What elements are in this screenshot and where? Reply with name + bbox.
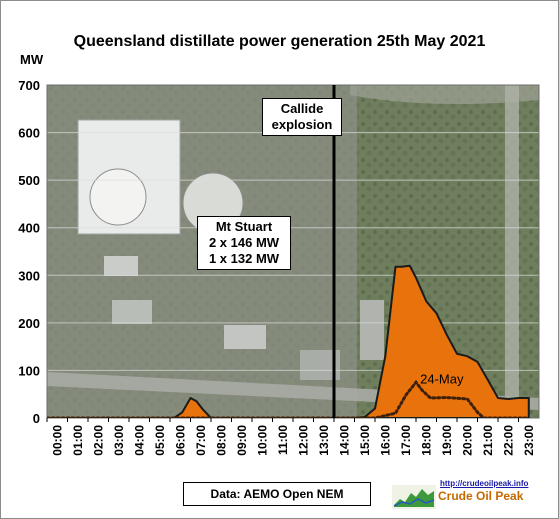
x-tick-label: 18:00	[419, 425, 433, 456]
x-tick-label: 12:00	[296, 425, 310, 456]
y-tick-label: 700	[18, 78, 40, 93]
x-tick-label: 10:00	[255, 425, 269, 456]
x-tick-label: 02:00	[91, 425, 105, 456]
x-tick-label: 05:00	[153, 425, 167, 456]
logo-url: http://crudeoilpeak.info	[440, 479, 529, 488]
annotation-mt-stuart-line-1: Mt Stuart	[215, 219, 273, 234]
series-label-24-may: 24-May	[420, 372, 464, 387]
x-tick-label: 08:00	[214, 425, 228, 456]
x-tick-label: 16:00	[378, 425, 392, 456]
x-tick-label: 13:00	[317, 425, 331, 456]
x-tick-label: 09:00	[235, 425, 249, 456]
bg-building-2	[112, 300, 152, 324]
annotation-callide-line-1: Callide	[280, 101, 324, 116]
annotation-callide-line-2: explosion	[271, 117, 333, 132]
y-tick-label: 100	[18, 363, 40, 378]
annotation-mt-stuart: Mt Stuart 2 x 146 MW 1 x 132 MW	[197, 216, 291, 270]
bg-tank-1	[89, 168, 147, 226]
x-tick-label: 15:00	[358, 425, 372, 456]
x-tick-label: 01:00	[71, 425, 85, 456]
bg-building-5	[360, 300, 384, 360]
bg-building-3	[224, 325, 266, 349]
y-tick-label: 0	[33, 411, 40, 426]
x-tick-label: 11:00	[276, 425, 290, 455]
y-tick-label: 400	[18, 221, 40, 236]
x-tick-label: 23:00	[522, 425, 536, 456]
x-tick-label: 00:00	[50, 425, 64, 456]
y-tick-label: 500	[18, 173, 40, 188]
bg-street	[505, 85, 519, 418]
data-source-label: Data: AEMO Open NEM	[183, 482, 371, 506]
x-tick-label: 22:00	[501, 425, 515, 456]
annotation-callide: Callide explosion	[262, 98, 342, 136]
y-axis-unit: MW	[20, 52, 44, 67]
x-tick-label: 17:00	[399, 425, 413, 456]
annotation-mt-stuart-line-2: 2 x 146 MW	[208, 235, 280, 250]
x-tick-label: 20:00	[460, 425, 474, 456]
x-tick-label: 03:00	[112, 425, 126, 456]
y-tick-label: 300	[18, 268, 40, 283]
logo-chart-icon	[392, 485, 436, 509]
series-area-25-may	[47, 264, 530, 418]
bg-building-1	[104, 256, 138, 276]
y-tick-label: 600	[18, 126, 40, 141]
chart-title: Queensland distillate power generation 2…	[73, 33, 486, 50]
bg-highway	[350, 85, 539, 104]
satellite-background	[47, 85, 539, 418]
series-line-24-may	[47, 379, 531, 418]
y-ticks: 700 600 500 400 300 200 100 0	[18, 78, 40, 426]
x-ticks: 00:00 01:00 02:00 03:00 04:00 05:00 06:00 07:00…	[46, 418, 536, 456]
x-tick-label: 07:00	[194, 425, 208, 456]
x-tick-label: 06:00	[173, 425, 187, 456]
chart-marks	[47, 85, 531, 418]
x-tick-label: 14:00	[337, 425, 351, 456]
annotation-mt-stuart-line-3: 1 x 132 MW	[208, 251, 280, 266]
crude-oil-peak-logo: http://crudeoilpeak.info Crude Oil Peak	[392, 479, 542, 509]
logo-name: Crude Oil Peak	[438, 489, 524, 503]
x-tick-label: 19:00	[440, 425, 454, 456]
x-tick-label: 21:00	[481, 425, 495, 456]
x-tick-label: 04:00	[132, 425, 146, 456]
y-tick-label: 200	[18, 316, 40, 331]
